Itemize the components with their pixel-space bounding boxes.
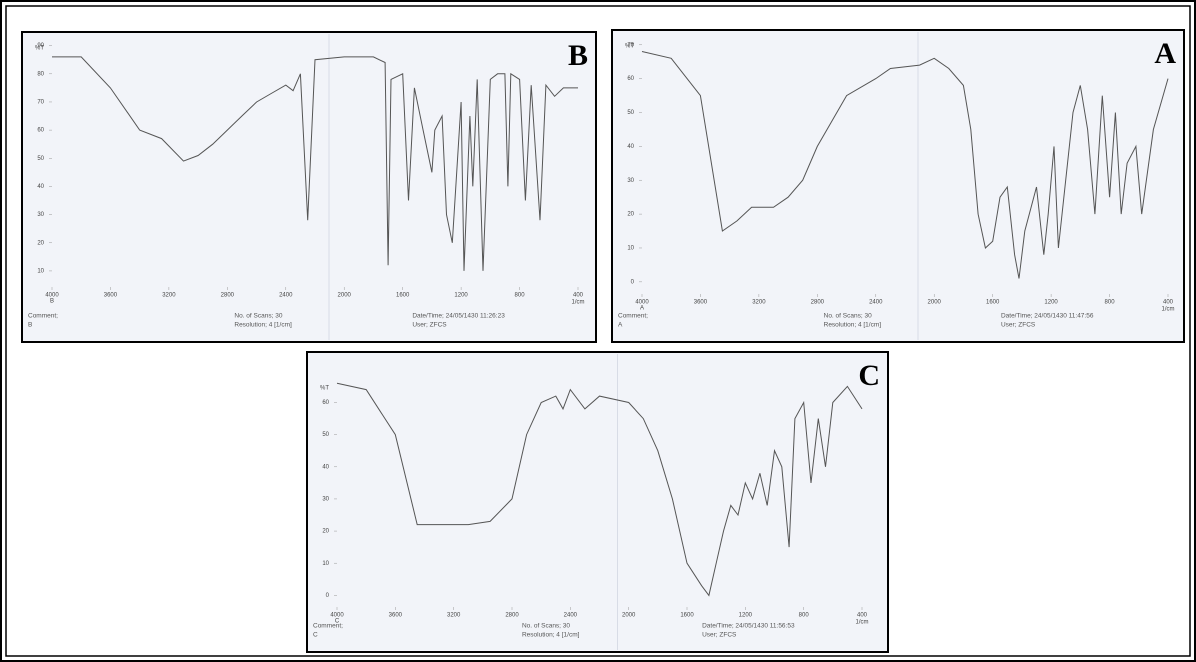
y-tick-label: 50 (322, 432, 329, 438)
sample-under-axis: A (640, 306, 644, 312)
panel-label: B (568, 39, 588, 72)
x-tick-label: 800 (515, 293, 526, 299)
y-tick-label: 40 (322, 464, 329, 470)
x-tick-label: 800 (1105, 300, 1116, 306)
footer-resolution: Resolution; 4 [1/cm] (824, 322, 882, 329)
y-tick-label: 30 (627, 178, 634, 184)
x-tick-label: 1200 (1044, 300, 1058, 306)
footer-user: User; ZFCS (412, 322, 447, 329)
footer-comment: Comment; (618, 313, 648, 320)
footer-datetime: Date/Time; 24/05/1430 11:26:23 (412, 313, 505, 320)
footer-datetime: Date/Time; 24/05/1430 11:56:53 (702, 623, 795, 630)
x-tick-label: 400 (857, 613, 868, 619)
footer-resolution: Resolution; 4 [1/cm] (522, 632, 580, 639)
x-tick-label: 2800 (811, 300, 825, 306)
panel-label: C (858, 359, 880, 392)
footer-user: User; ZFCS (702, 632, 737, 639)
y-tick-label: 80 (37, 71, 44, 77)
x-tick-label: 2000 (338, 293, 352, 299)
y-tick-label: 20 (322, 529, 329, 535)
y-tick-label: 50 (627, 110, 634, 116)
y-tick-label: 30 (322, 497, 329, 503)
footer-scans: No. of Scans; 30 (824, 313, 872, 320)
y-axis-label: %T (35, 46, 44, 52)
y-tick-label: 10 (37, 268, 44, 274)
y-tick-label: 60 (37, 128, 44, 134)
footer-scans: No. of Scans; 30 (234, 313, 282, 320)
x-tick-label: 400 (1163, 300, 1174, 306)
footer-comment: Comment; (313, 623, 343, 630)
x-tick-label: 1600 (680, 613, 694, 619)
y-tick-label: 40 (627, 144, 634, 150)
footer-comment: Comment; (28, 313, 58, 320)
sample-under-axis: B (50, 299, 54, 305)
x-tick-label: 3200 (162, 293, 176, 299)
footer-scans: No. of Scans; 30 (522, 623, 570, 630)
x-tick-label: 2400 (869, 300, 883, 306)
y-tick-label: 10 (322, 561, 329, 567)
y-tick-label: 50 (37, 156, 44, 162)
y-tick-label: 20 (627, 212, 634, 218)
figure: 102030405060708090%T40003600320028002400… (0, 0, 1196, 662)
y-axis-label: %T (625, 44, 634, 50)
footer-datetime: Date/Time; 24/05/1430 11:47:56 (1001, 313, 1094, 320)
x-tick-label: 2800 (505, 613, 519, 619)
x-tick-label: 1200 (739, 613, 753, 619)
x-tick-label: 1600 (396, 293, 410, 299)
x-tick-label: 2000 (622, 613, 636, 619)
x-tick-label: 3200 (752, 300, 766, 306)
x-tick-label: 800 (799, 613, 810, 619)
panel-label: A (1154, 37, 1176, 70)
y-tick-label: 70 (37, 100, 44, 106)
x-tick-label: 2400 (279, 293, 293, 299)
y-axis-label: %T (320, 386, 329, 392)
y-tick-label: 40 (37, 184, 44, 190)
x-tick-label: 3600 (389, 613, 403, 619)
y-tick-label: 60 (322, 400, 329, 406)
x-tick-label: 3200 (447, 613, 461, 619)
y-tick-label: 20 (37, 240, 44, 246)
x-unit: 1/cm (571, 300, 584, 306)
y-tick-label: 10 (627, 246, 634, 252)
panel (612, 30, 1184, 342)
x-unit: 1/cm (1161, 307, 1174, 313)
footer-sample: A (618, 322, 623, 329)
y-tick-label: 30 (37, 212, 44, 218)
x-tick-label: 2800 (221, 293, 235, 299)
footer-sample: C (313, 632, 318, 639)
x-tick-label: 1200 (454, 293, 468, 299)
x-tick-label: 2000 (928, 300, 942, 306)
panel (307, 352, 888, 652)
x-unit: 1/cm (855, 620, 868, 626)
footer-resolution: Resolution; 4 [1/cm] (234, 322, 292, 329)
x-tick-label: 1600 (986, 300, 1000, 306)
y-tick-label: 60 (627, 76, 634, 82)
x-tick-label: 400 (573, 293, 584, 299)
x-tick-label: 3600 (104, 293, 118, 299)
x-tick-label: 2400 (564, 613, 578, 619)
footer-sample: B (28, 322, 32, 329)
footer-user: User; ZFCS (1001, 322, 1036, 329)
x-tick-label: 3600 (694, 300, 708, 306)
